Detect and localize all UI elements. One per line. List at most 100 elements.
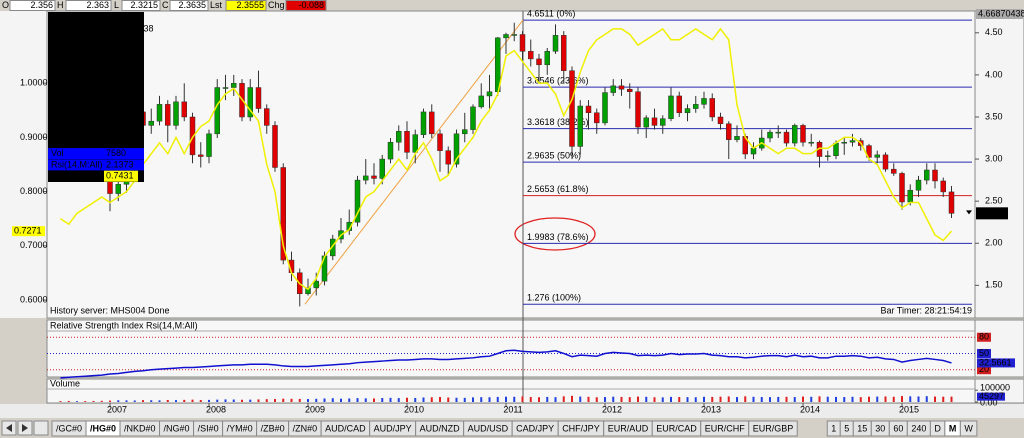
volume-bar <box>538 397 540 402</box>
volume-bar <box>818 396 821 402</box>
period-tab[interactable] <box>959 420 978 437</box>
candle-body <box>371 175 377 179</box>
rsi-level-label: 20 <box>979 364 989 374</box>
volume-bar <box>249 399 252 402</box>
candle-body <box>833 142 839 156</box>
period-tab-label: 1 <box>831 423 836 433</box>
volume-bar <box>925 396 928 402</box>
volume-bar <box>686 397 689 402</box>
symbol-tab-label: EUR/AUD <box>608 423 649 433</box>
volume-bar <box>793 397 796 402</box>
year-label: 2014 <box>800 404 820 414</box>
info-label: High <box>51 80 70 90</box>
candle-body <box>462 129 468 135</box>
info-value: 3.4625 <box>106 103 134 113</box>
volume-bar <box>571 395 573 402</box>
symbol-tab-label: /ZB#0 <box>261 423 285 433</box>
volume-bar <box>843 397 846 402</box>
volume-bar <box>447 397 450 402</box>
candle-body <box>412 134 418 153</box>
candle-body <box>445 150 451 165</box>
fib-label: 3.8546 (23.6%) <box>527 76 589 86</box>
info-label: Date <box>51 35 70 45</box>
toolbar-label: L <box>114 0 119 10</box>
candle-body <box>668 95 674 119</box>
candle-body <box>915 179 922 191</box>
rsi-level-box <box>977 365 991 375</box>
rsi-level-box <box>977 332 991 342</box>
info-label: Low <box>51 91 68 101</box>
candle-body <box>115 184 121 194</box>
candle-body <box>231 83 237 88</box>
candle-body <box>775 131 781 134</box>
volume-bar <box>562 396 565 402</box>
candle-body <box>363 175 369 181</box>
volume-bar <box>208 399 210 402</box>
volume-bar <box>373 398 375 402</box>
candle-body <box>643 117 649 128</box>
fib-label: 3.3618 (38.2%) <box>527 117 589 127</box>
candle-body <box>899 173 905 203</box>
volume-last-box <box>977 392 1005 401</box>
fib-label: 1.9983 (78.6%) <box>527 232 589 242</box>
volume-bar <box>100 400 103 402</box>
candle-body <box>585 105 592 114</box>
candle-body <box>660 118 666 126</box>
symbol-tab-label: CAD/JPY <box>516 423 554 433</box>
nav-button[interactable] <box>33 420 49 436</box>
overlay-tick-label: 0.6000 <box>20 294 48 304</box>
volume-bar <box>430 397 433 402</box>
volume-bar <box>191 399 194 402</box>
symbol-tab-label: CHF/JPY <box>562 423 600 433</box>
fib-label: 2.9635 (50%) <box>527 151 581 161</box>
info-label: Cursor <box>51 24 78 34</box>
candle-body <box>866 145 872 158</box>
info-label: Vol <box>51 148 64 158</box>
candle-body <box>453 133 460 165</box>
toolbar-value: 2.356 <box>30 0 53 10</box>
price-tick-label: 3.00 <box>985 153 1003 163</box>
toolbar-value: 2.363 <box>86 0 109 10</box>
candle-body <box>222 87 229 89</box>
candle-body <box>561 35 567 71</box>
volume-bar <box>166 399 169 402</box>
year-label: 2010 <box>404 404 424 414</box>
info-label: Close <box>51 103 74 113</box>
volume-bar <box>934 396 936 402</box>
symbol-tab-label: AUD/JPY <box>374 423 412 433</box>
candle-body <box>767 131 773 139</box>
info-value: EDT <box>106 58 125 68</box>
candle-body <box>808 141 814 144</box>
info-value: 4.66870438 <box>106 24 154 34</box>
volume-bar <box>109 400 111 402</box>
info-label: Rsi(14,M:All) <box>51 159 103 169</box>
symbol-tab-label: AUD/CAD <box>325 423 366 433</box>
candle-body <box>940 180 946 193</box>
symbol-tab[interactable] <box>748 420 798 437</box>
candle-body <box>189 116 196 156</box>
candle-body <box>206 133 212 157</box>
candle-body <box>503 34 509 39</box>
info-value: 7580 <box>106 148 126 158</box>
candle-body <box>404 131 410 153</box>
volume-bar <box>810 396 813 402</box>
rsi-level-label: 80 <box>979 332 989 342</box>
period-tab-label: 15 <box>857 423 867 433</box>
period-tab-label: 5 <box>844 423 849 433</box>
candle-body <box>569 70 575 147</box>
volume-tick-label: 0.00 <box>980 397 998 407</box>
toolbar-value: 2.3215 <box>130 0 158 10</box>
volume-bar <box>133 400 136 402</box>
fib-label: 2.5653 (61.8%) <box>527 184 589 194</box>
volume-bar <box>859 397 862 402</box>
info-label: Time <box>51 46 71 56</box>
candle-body <box>486 91 493 97</box>
candle-body <box>379 158 385 179</box>
fib-label: 4.6511 (0%) <box>527 8 575 18</box>
toolbar-value: 2.3635 <box>178 0 206 10</box>
volume-bar <box>612 396 615 402</box>
volume-bar <box>282 398 285 402</box>
volume-bar <box>826 396 829 402</box>
volume-bar <box>480 397 483 402</box>
